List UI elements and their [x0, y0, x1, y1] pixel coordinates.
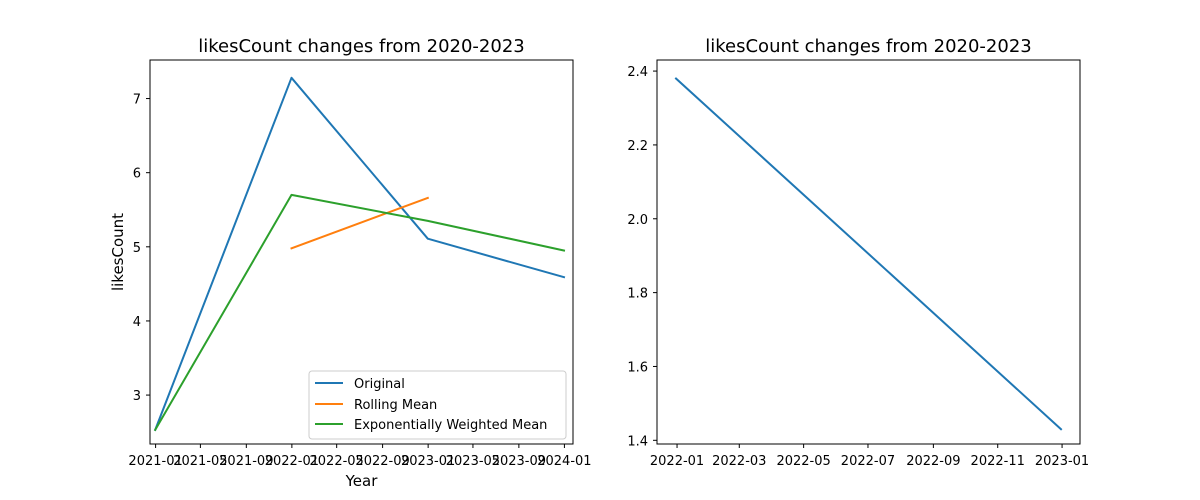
x-tick-label: 2023-01	[1035, 454, 1089, 469]
series-line-rolling-mean	[290, 196, 430, 250]
left-chart-title: likesCount changes from 2020-2023	[198, 36, 524, 57]
right-plot-frame	[656, 59, 1081, 445]
x-tick-label: 2022-05	[776, 454, 830, 469]
legend-label-ewm: Exponentially Weighted Mean	[354, 418, 547, 433]
y-tick-label: 3	[133, 389, 141, 404]
right-chart-panel: likesCount changes from 2020-2023 2022-0…	[627, 36, 1089, 469]
x-tick-label: 2022-01	[265, 454, 319, 469]
legend-box	[308, 370, 567, 440]
y-tick-label: 7	[133, 93, 141, 108]
x-tick-label: 2022-09	[906, 454, 960, 469]
series-line-original	[153, 76, 566, 432]
x-tick-label: 2021-01	[128, 454, 182, 469]
left-chart-panel: likesCount changes from 2020-2023 2021-0…	[109, 36, 592, 490]
x-tick-label: 2022-01	[650, 454, 704, 469]
legend: Original Rolling Mean Exponentially Weig…	[308, 370, 567, 440]
y-tick-label: 1.6	[627, 360, 648, 375]
x-tick-label: 2022-07	[841, 454, 895, 469]
y-tick-label: 4	[133, 315, 141, 330]
left-x-axis-label: Year	[345, 472, 379, 490]
x-tick-label: 2022-09	[355, 454, 409, 469]
x-tick-label: 2023-09	[492, 454, 546, 469]
x-tick-label: 2021-05	[173, 454, 227, 469]
x-tick-label: 2022-05	[310, 454, 364, 469]
y-tick-label: 1.8	[627, 287, 648, 302]
x-tick-label: 2022-03	[712, 454, 766, 469]
x-tick-label: 2023-01	[401, 454, 455, 469]
y-tick-label: 2.4	[627, 65, 648, 80]
legend-label-original: Original	[354, 377, 405, 392]
y-tick-label: 5	[133, 241, 141, 256]
left-plot-frame	[149, 59, 574, 445]
x-tick-label: 2024-01	[537, 454, 591, 469]
y-tick-label: 6	[133, 167, 141, 182]
series-line-series-0	[674, 77, 1063, 431]
right-chart-title: likesCount changes from 2020-2023	[705, 36, 1031, 57]
y-tick-label: 1.4	[627, 434, 648, 449]
series-line-exponentially-weighted-mean	[153, 193, 566, 432]
x-tick-label: 2022-11	[971, 454, 1025, 469]
y-tick-label: 2.0	[627, 213, 648, 228]
left-y-axis-label: likesCount	[109, 213, 127, 291]
legend-label-rolling-mean: Rolling Mean	[354, 398, 437, 413]
x-tick-label: 2021-09	[219, 454, 273, 469]
y-tick-label: 2.2	[627, 139, 648, 154]
x-tick-label: 2023-05	[446, 454, 500, 469]
